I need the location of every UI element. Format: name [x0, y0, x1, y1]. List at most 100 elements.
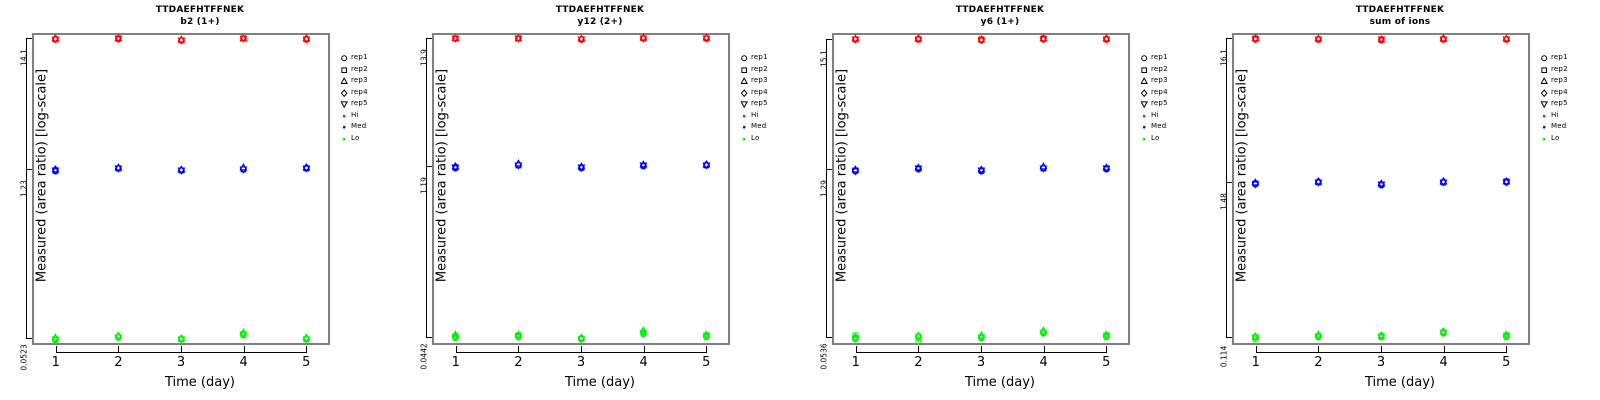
data-point-med-rep5: [302, 164, 311, 173]
x-tick-mark: [1255, 346, 1257, 353]
y-tick-label: 14.1: [19, 49, 29, 67]
data-point-lo-rep5: [639, 329, 648, 338]
data-point-lo-rep1: [914, 337, 923, 346]
x-tick-mark: [181, 346, 182, 353]
legend-item-label: rep3: [351, 76, 368, 84]
legend-item-label: rep4: [1551, 87, 1568, 96]
plot-area: [432, 33, 730, 345]
y-tick-mark: [426, 336, 432, 338]
dot-icon: [338, 110, 349, 122]
data-point-med-rep5: [702, 161, 711, 170]
data-point-hi-rep3: [239, 33, 248, 43]
data-point-hi-rep5: [851, 35, 860, 44]
y-tick-mark: [426, 38, 432, 40]
data-point-hi-rep3: [114, 33, 123, 43]
x-tick-label: 4: [639, 355, 648, 370]
data-point-lo-rep5: [1377, 332, 1386, 341]
dot-icon: [1538, 110, 1549, 122]
data-point-hi-rep3: [1502, 34, 1511, 43]
triangle-down-icon: [338, 98, 349, 110]
x-axis-label: Time (day): [1364, 375, 1435, 390]
data-point-hi-rep5: [1251, 35, 1260, 44]
data-point-hi-rep5: [51, 35, 60, 44]
y-tick-label: 1.29: [819, 179, 829, 197]
x-tick-label: 3: [1376, 355, 1386, 370]
x-tick-mark: [455, 346, 457, 353]
panel-title-block: TTDAEFHTFFNEK b2 (1+): [0, 4, 400, 28]
y-tick-label: 0.0536: [819, 343, 829, 370]
plot-panel-sum: TTDAEFHTFFNEK sum of ions 16.1 1.48 0.114 1 2 3…: [1200, 0, 1600, 400]
legend-item-label: rep3: [1151, 76, 1168, 84]
data-point-lo-rep4: [914, 331, 923, 341]
legend-item-label: Lo: [751, 133, 760, 142]
data-point-hi-rep5: [702, 34, 711, 43]
data-point-hi-rep5: [302, 35, 311, 44]
y-axis-label: Measured (area ratio) [log-scale]: [434, 68, 450, 283]
y-tick-mark: [826, 38, 832, 40]
data-point-hi-rep3: [1039, 34, 1048, 43]
data-point-med-rep5: [114, 164, 123, 173]
data-point-med-rep5: [1102, 164, 1111, 174]
data-point-med-rep5: [1377, 180, 1386, 190]
data-point-lo-rep5: [514, 332, 523, 341]
y-tick-label: 0.114: [1219, 345, 1229, 368]
data-point-med-rep5: [977, 166, 986, 175]
dot-icon: [738, 133, 749, 145]
legend-item-label: Hi: [351, 110, 359, 119]
y-tick-mark: [1226, 182, 1232, 184]
plot-panel-b2: TTDAEFHTFFNEK b2 (1+) 14.1 1.23 0.0523 1 2 3 4 5 T…: [0, 0, 400, 400]
legend-item-label: rep5: [751, 99, 768, 107]
data-point-hi-rep3: [1102, 34, 1111, 43]
x-tick-mark: [1506, 346, 1508, 353]
plot-area: [32, 33, 330, 345]
panel-subtitle: b2 (1+): [180, 17, 220, 27]
data-point-lo-rep5: [1251, 333, 1260, 343]
data-point-lo-rep5: [1039, 329, 1048, 338]
y-tick-label: 0.0442: [419, 343, 429, 370]
plot-area: [832, 33, 1130, 345]
data-point-med-rep5: [239, 165, 248, 174]
dot-icon: [738, 110, 749, 122]
square-icon: [738, 64, 749, 76]
x-tick-label: 4: [1439, 355, 1448, 370]
y-tick-label: 16.1: [1219, 49, 1229, 67]
data-point-med-rep5: [639, 161, 648, 171]
data-point-hi-rep3: [914, 34, 923, 43]
x-tick-label: 2: [114, 355, 123, 370]
x-tick-label: 2: [514, 355, 523, 370]
data-point-med-rep5: [1439, 178, 1448, 187]
legend-item-label: rep1: [1151, 53, 1168, 61]
legend-item-label: Hi: [1151, 110, 1159, 119]
data-point-hi-rep5: [177, 36, 186, 45]
data-point-lo-rep5: [1439, 329, 1448, 338]
y-tick-mark: [1226, 38, 1232, 40]
x-tick-label: 2: [1314, 355, 1323, 370]
x-tick-label: 5: [702, 355, 711, 370]
x-tick-mark: [1381, 346, 1382, 353]
legend-item-label: Med: [351, 122, 367, 130]
x-tick-mark: [918, 346, 920, 353]
x-tick-mark: [306, 346, 308, 353]
legend-item-label: rep3: [751, 76, 768, 84]
dot-icon: [338, 133, 349, 145]
y-tick-mark: [26, 38, 32, 40]
data-point-lo-rep5: [51, 335, 60, 344]
y-tick-label: 13.9: [419, 49, 429, 67]
x-tick-mark: [1106, 346, 1108, 353]
x-axis-label: Time (day): [964, 375, 1035, 390]
diamond-icon: [1138, 87, 1149, 99]
legend-item-label: rep5: [351, 99, 368, 107]
legend-item-label: Med: [751, 122, 767, 130]
dot-icon: [1138, 133, 1149, 145]
data-point-hi-rep5: [451, 34, 460, 43]
x-tick-label: 1: [51, 355, 60, 370]
legend-item-label: rep4: [1151, 87, 1168, 96]
data-point-hi-rep3: [1314, 34, 1323, 43]
data-point-lo-rep5: [1102, 332, 1111, 341]
data-point-hi-rep3: [51, 34, 60, 43]
y-tick-mark: [426, 165, 432, 167]
x-tick-mark: [243, 346, 245, 353]
x-tick-label: 3: [976, 355, 986, 370]
data-point-med-rep5: [851, 167, 860, 176]
data-point-lo-rep5: [302, 335, 311, 344]
